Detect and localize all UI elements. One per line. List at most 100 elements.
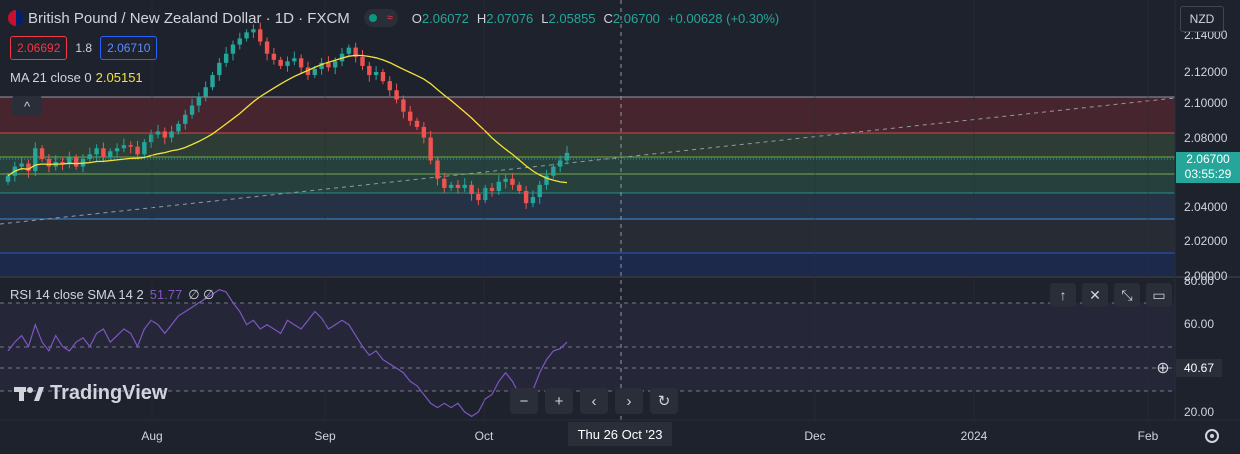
rsi-axis-label: 20.00 [1184, 405, 1214, 419]
ma-legend[interactable]: MA 21 close 0 2.05151 [10, 70, 143, 85]
candle-body [496, 181, 502, 191]
collapse-legend-button[interactable]: ^ [12, 96, 42, 116]
candle-body [551, 166, 556, 176]
candle-body [353, 47, 358, 57]
candle-body [298, 58, 304, 68]
candle-body [346, 47, 352, 54]
gear-icon[interactable] [1202, 426, 1222, 446]
cursor-date-tag: Thu 26 Oct '23 [568, 422, 672, 446]
candle-body [442, 178, 447, 188]
candle-body [169, 131, 174, 138]
bar-countdown: 03:55:29 [1184, 167, 1232, 181]
candle-body [203, 87, 208, 97]
candle-body [292, 58, 297, 62]
high-label: H [476, 10, 487, 26]
collapse-pane-button[interactable]: ⤡ [1114, 283, 1140, 307]
candle-body [394, 90, 399, 100]
candle-body [319, 62, 324, 69]
time-axis-label: Sep [314, 429, 336, 443]
candle-body [489, 187, 495, 191]
gbp-flag-icon [8, 10, 24, 26]
open-value: 2.06072 [421, 10, 469, 26]
range-band-blue [0, 193, 1175, 219]
buy-button[interactable]: 2.06710 [100, 36, 158, 60]
candle-body [135, 146, 140, 155]
candle-body [271, 53, 277, 60]
candle-body [210, 75, 215, 88]
candle-body [148, 134, 154, 143]
candle-body [503, 178, 508, 182]
ohlc-readout: O2.06072 H2.07076 L2.05855 C2.06700 +0.0… [412, 11, 779, 26]
maximize-pane-button[interactable]: ▭ [1146, 283, 1172, 307]
candle-body [128, 145, 133, 147]
sell-button[interactable]: 2.06692 [10, 36, 68, 60]
scroll-right-button[interactable]: › [615, 388, 643, 414]
candle-body [564, 152, 570, 161]
rsi-value-tag: 40.67 [1176, 359, 1222, 377]
zoom-in-button[interactable]: + [545, 388, 573, 414]
candle-body [448, 184, 454, 188]
tradingview-logo[interactable]: TradingView [14, 382, 167, 405]
candle-body [87, 154, 93, 159]
market-status-pill[interactable]: ≈ [363, 9, 398, 27]
symbol-title[interactable]: British Pound / New Zealand Dollar · 1D … [28, 9, 350, 27]
candle-body [510, 178, 515, 185]
spread-value: 1.8 [75, 41, 93, 55]
ma-line [7, 54, 568, 184]
candle-body [251, 29, 256, 33]
close-pane-button[interactable]: ✕ [1082, 283, 1108, 307]
rsi-axis-label: 60.00 [1184, 317, 1214, 331]
price-axis-label: 2.08000 [1184, 131, 1228, 145]
logo-text: TradingView [50, 382, 168, 404]
range-band-green [0, 133, 1175, 157]
candle-body [367, 65, 372, 76]
range-band-teal [0, 157, 1175, 193]
reset-chart-button[interactable]: ↻ [650, 388, 678, 414]
candle-body [26, 163, 31, 172]
candle-body [196, 96, 202, 106]
zoom-out-button[interactable]: − [510, 388, 538, 414]
candle-body [244, 32, 249, 39]
currency-selector[interactable]: NZD [1180, 6, 1224, 32]
chevron-up-icon: ^ [23, 98, 31, 114]
candle-body [19, 163, 24, 167]
range-band-navy [0, 253, 1175, 276]
rsi-value: 51.77 [149, 287, 183, 302]
range-band-red [0, 97, 1175, 133]
low-label: L [541, 10, 549, 26]
add-alert-plus-icon[interactable]: ⊕ [1156, 360, 1170, 377]
tradingview-logo-icon [14, 386, 44, 401]
rsi-line [7, 289, 568, 418]
candle-body [414, 120, 420, 127]
market-open-icon [368, 14, 377, 22]
rsi-legend[interactable]: RSI 14 close SMA 14 2 51.77 ∅ ∅ [10, 287, 215, 303]
close-label: C [603, 10, 613, 26]
candle-body [523, 190, 529, 204]
candle-body [428, 137, 433, 161]
candle-body [455, 184, 461, 188]
trend-line [0, 97, 1176, 225]
price-axis-label: 2.04000 [1184, 200, 1228, 214]
scroll-left-button[interactable]: ‹ [580, 388, 608, 414]
price-axis-label: 2.10000 [1184, 96, 1228, 110]
candle-body [285, 61, 290, 66]
candle-body [557, 160, 563, 167]
candle-body [462, 184, 467, 188]
candle-body [230, 44, 236, 54]
rsi-extra-value: ∅ ∅ [188, 287, 215, 302]
move-pane-up-button[interactable]: ↑ [1050, 283, 1076, 307]
candle-body [39, 148, 45, 159]
candle-body [482, 187, 488, 201]
candle-body [373, 72, 379, 76]
candle-body [469, 184, 474, 194]
last-price-tag: 2.06700 03:55:29 [1176, 152, 1240, 183]
candle-body [258, 29, 263, 42]
price-axis-label: 2.02000 [1184, 234, 1228, 248]
rsi-axis-label: 80.00 [1184, 274, 1214, 288]
trade-buttons: 2.06692 1.8 2.06710 [10, 36, 158, 60]
last-price-value: 2.06700 [1186, 152, 1230, 166]
price-axis-label: 2.12000 [1184, 65, 1228, 79]
candle-body [67, 157, 72, 164]
candle-body [33, 148, 38, 172]
